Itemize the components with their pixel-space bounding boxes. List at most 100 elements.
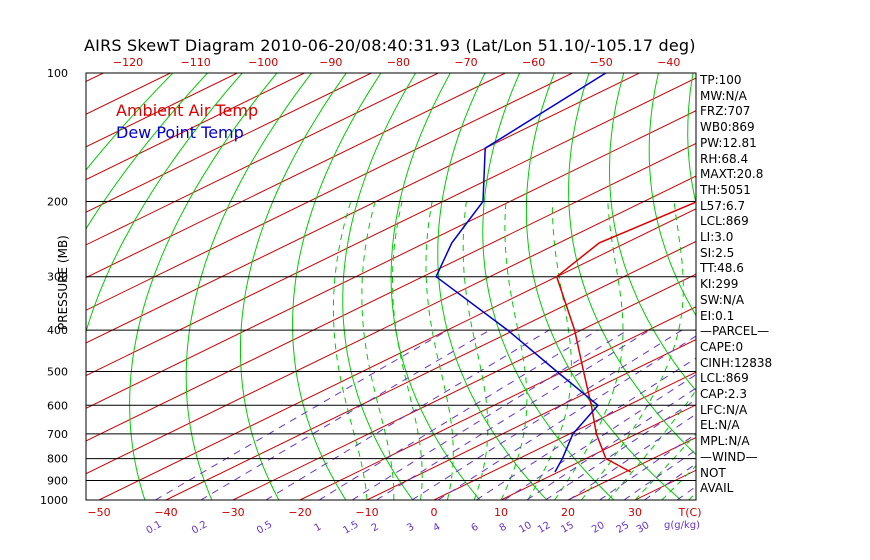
dry-adiabat-line [437,73,548,500]
sounding-series [435,73,696,473]
mixing-ratio-tick-label: 2 [370,521,381,534]
pressure-tick-label: 1000 [40,494,68,507]
isotherm-line [86,77,696,377]
sounding-index-item: —PARCEL— [700,324,770,339]
sounding-index-item: EI:0.1 [700,308,735,323]
moist-adiabat-line [500,201,528,500]
bottom-temp-tick-label: −20 [288,506,311,519]
isotherm-line [86,175,696,475]
dry-adiabat-line [568,73,696,456]
sounding-index-item: WB0:869 [700,120,755,135]
sounding-index-item: KI:299 [700,277,739,292]
sounding-index-item: L57:6.7 [700,198,746,213]
sounding-index-item: PW:12.81 [700,135,757,150]
dry-adiabat-line [832,73,870,500]
isotherm-line [86,73,506,279]
sounding-indices-panel: TP:100 MW:N/A FRZ:707 WB0:869 PW:12.81 RH:68.… [700,73,772,497]
dry-adiabat-line [482,73,615,500]
isotherm-line [86,142,696,442]
pressure-tick-label: 900 [47,474,68,487]
isotherm-line [98,208,696,500]
isotherm-line [232,273,696,500]
pressure-tick-label: 700 [47,428,68,441]
bottom-temp-tick-label: 30 [628,506,642,519]
mixing-ratio-line [318,329,599,500]
dry-adiabat-line [797,73,870,500]
mixing-ratio-tick-label: 6 [470,521,481,534]
bottom-temp-tick-label: −30 [221,506,244,519]
sounding-index-item: —WIND— [700,449,758,464]
moist-adiabat-line [634,433,696,500]
mixing-ratio-tick-label: 10 [517,520,534,536]
bottom-temp-tick-label: −50 [87,506,110,519]
dry-adiabat-line [86,73,243,334]
mixing-ratio-tick-label: 0.1 [145,519,164,536]
dry-adiabat-lines [86,73,870,500]
top-temp-tick-label: −100 [248,56,278,69]
moist-adiabat-line [332,201,368,500]
sounding-index-item: CAP:2.3 [700,387,747,402]
sounding-index-item: SW:N/A [700,292,745,307]
isotherm-line [836,73,870,500]
mixing-ratio-line [155,329,449,500]
pressure-tick-label: 100 [47,67,68,80]
bottom-temp-tick-label: −40 [154,506,177,519]
moist-adiabat-line [581,201,684,500]
dry-adiabat-line [240,73,347,500]
sounding-index-item: EL:N/A [700,418,740,433]
dry-adiabat-line [866,73,870,500]
pressure-tick-label: 600 [47,399,68,412]
mixing-ratio-tick-label: 25 [615,520,632,536]
mixing-ratio-unit-label: g(g/kg) [664,520,700,531]
isotherm-line [86,73,439,246]
pressure-tick-label: 500 [47,365,68,378]
sounding-index-item: CAPE:0 [700,339,744,354]
sounding-index-item: FRZ:707 [700,104,751,119]
sounding-index-item: TH:5051 [700,182,751,197]
pressure-tick-label: 200 [47,196,68,209]
sounding-index-item: LFC:N/A [700,402,748,417]
mixing-ratio-tick-label: 30 [635,520,652,536]
moist-adiabat-line [554,201,624,500]
isotherm-line [86,73,305,181]
isotherm-line [86,110,696,409]
moist-adiabat-line [661,464,696,500]
sounding-index-item: NOT [700,465,726,480]
sounding-index-item: SI:2.5 [700,245,735,260]
moist-adiabat-lines [332,201,696,500]
dry-adiabat-line [390,73,481,500]
dew-point-temp-line [435,73,607,473]
mixing-ratio-line [200,329,491,500]
isotherm-line [86,73,238,148]
sounding-index-item: LCL:869 [700,371,749,386]
moist-adiabat-line [425,201,454,500]
top-temp-tick-label: −80 [387,56,410,69]
plot-frame [85,72,697,501]
sounding-index-item: TT:48.6 [700,261,744,276]
sounding-index-item: MW:N/A [700,88,747,103]
dry-adiabat-line [292,73,382,500]
isotherm-lines [86,73,870,500]
dry-adiabat-line [648,73,696,317]
isotherm-line [500,404,696,500]
top-temp-tick-label: −90 [319,56,342,69]
bottom-temp-tick-label: 10 [494,506,508,519]
legend-dew-point-temp: Dew Point Temp [116,123,244,142]
sounding-index-item: LCL:869 [700,214,749,229]
isotherm-line [433,371,696,500]
isotherm-line [299,306,696,500]
mixing-ratio-tick-label: 1 [312,521,323,534]
pressure-tick-label: 300 [47,271,68,284]
bottom-temp-tick-label: −10 [355,506,378,519]
moist-adiabat-line [527,201,572,500]
mixing-ratio-tick-label: 3 [405,521,416,534]
dry-adiabat-line [129,73,278,500]
top-temp-tick-label: −120 [113,56,143,69]
sounding-index-item: CINH:12838 [700,355,773,370]
pressure-tick-label: 400 [47,324,68,337]
bottom-temp-tick-label: 0 [431,506,438,519]
sounding-index-item: AVAIL [700,481,734,496]
top-temp-tick-label: −60 [522,56,545,69]
